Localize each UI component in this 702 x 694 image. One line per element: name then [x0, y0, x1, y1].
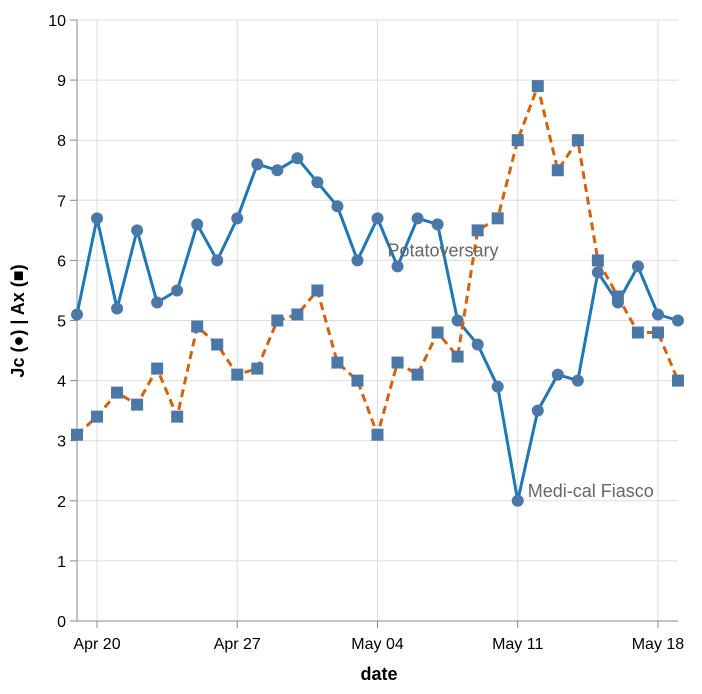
series-jc-point — [251, 158, 264, 171]
y-axis-title: Jc (●) | Ax (■) — [8, 264, 28, 377]
series-ax-point — [551, 164, 564, 177]
series-jc-point — [271, 164, 284, 177]
x-tick-label: May 04 — [351, 636, 404, 653]
y-tick-label: 5 — [57, 314, 66, 331]
x-tick-label: Apr 27 — [214, 636, 261, 653]
series-jc-point — [431, 218, 444, 231]
annotation-label: Medi-cal Fiasco — [528, 481, 654, 501]
y-tick-label: 1 — [57, 554, 66, 571]
y-tick-label: 0 — [57, 614, 66, 631]
series-ax-point — [591, 254, 604, 267]
series-jc-point — [451, 314, 464, 327]
series-ax-point — [331, 356, 344, 369]
y-axis: 0 1 2 3 4 5 6 7 8 9 10 — [48, 13, 78, 631]
series-jc-point — [571, 374, 584, 387]
series-ax-point — [91, 410, 104, 423]
x-axis: Apr 20 Apr 27 May 04 May 11 May 18 — [73, 620, 685, 653]
series-ax-point — [431, 326, 444, 339]
series-jc-point — [71, 308, 83, 321]
series-jc-point — [551, 368, 564, 381]
y-tick-label: 6 — [57, 253, 66, 270]
series-jc-point — [291, 152, 304, 165]
series-jc-point — [471, 338, 484, 351]
series-jc-point — [631, 260, 644, 273]
y-tick-label: 10 — [48, 13, 66, 30]
series-jc-point — [531, 404, 544, 417]
series-ax-point — [231, 368, 244, 381]
x-tick-label: May 11 — [492, 636, 543, 653]
series-ax-point — [651, 326, 664, 339]
series-ax-point — [311, 284, 324, 297]
series-jc-point — [91, 212, 104, 225]
series-jc-point — [151, 296, 164, 309]
series-jc-point — [211, 254, 224, 267]
series-jc-point — [411, 212, 424, 225]
series-jc-point — [191, 218, 204, 231]
series-ax-point — [191, 320, 204, 333]
series-jc-point — [491, 380, 504, 393]
series-ax-point — [131, 398, 144, 411]
series-ax-point — [511, 134, 524, 147]
y-tick-label: 8 — [57, 133, 66, 150]
series-layer — [71, 80, 684, 507]
series-jc-point — [672, 314, 684, 327]
series-ax-point — [171, 410, 184, 423]
series-jc-point — [311, 176, 324, 189]
series-ax-point — [451, 350, 464, 363]
series-ax-point — [411, 368, 424, 381]
annotation-label: Potatoversary — [388, 240, 499, 260]
series-ax-point — [151, 362, 164, 375]
y-tick-label: 7 — [57, 193, 66, 210]
series-ax — [71, 80, 684, 441]
series-ax-point — [391, 356, 404, 369]
series-ax-point — [672, 374, 684, 387]
y-tick-label: 9 — [57, 73, 66, 90]
series-ax-point — [211, 338, 224, 351]
y-tick-label: 4 — [57, 374, 66, 391]
series-ax-point — [491, 212, 504, 225]
y-tick-label: 3 — [57, 434, 66, 451]
series-jc-point — [351, 254, 364, 267]
series-ax-point — [531, 80, 544, 93]
series-jc-point — [591, 266, 604, 279]
series-ax-point — [571, 134, 584, 147]
series-jc-point — [111, 302, 124, 315]
series-ax-point — [471, 224, 484, 237]
x-axis-title: date — [360, 664, 397, 684]
series-jc-point — [511, 494, 524, 507]
annotations-layer: Potatoversary Medi-cal Fiasco — [388, 240, 654, 500]
series-ax-point — [351, 374, 364, 387]
series-ax-point — [291, 308, 304, 321]
series-ax-point — [371, 428, 384, 441]
series-ax-point — [611, 290, 624, 303]
x-tick-label: Apr 20 — [73, 636, 120, 653]
series-ax-point — [271, 314, 284, 327]
series-jc-point — [391, 260, 404, 273]
grid — [77, 19, 678, 622]
series-ax-point — [111, 386, 124, 399]
x-tick-label: May 18 — [632, 636, 685, 653]
series-jc-point — [231, 212, 244, 225]
series-jc-point — [331, 200, 344, 213]
series-ax-point — [71, 428, 83, 441]
y-tick-label: 2 — [57, 494, 66, 511]
series-jc-point — [131, 224, 144, 237]
series-ax-point — [631, 326, 644, 339]
series-jc-point — [651, 308, 664, 321]
series-ax-point — [251, 362, 264, 375]
series-jc-point — [371, 212, 384, 225]
series-jc — [71, 152, 684, 507]
series-jc-point — [171, 284, 184, 297]
